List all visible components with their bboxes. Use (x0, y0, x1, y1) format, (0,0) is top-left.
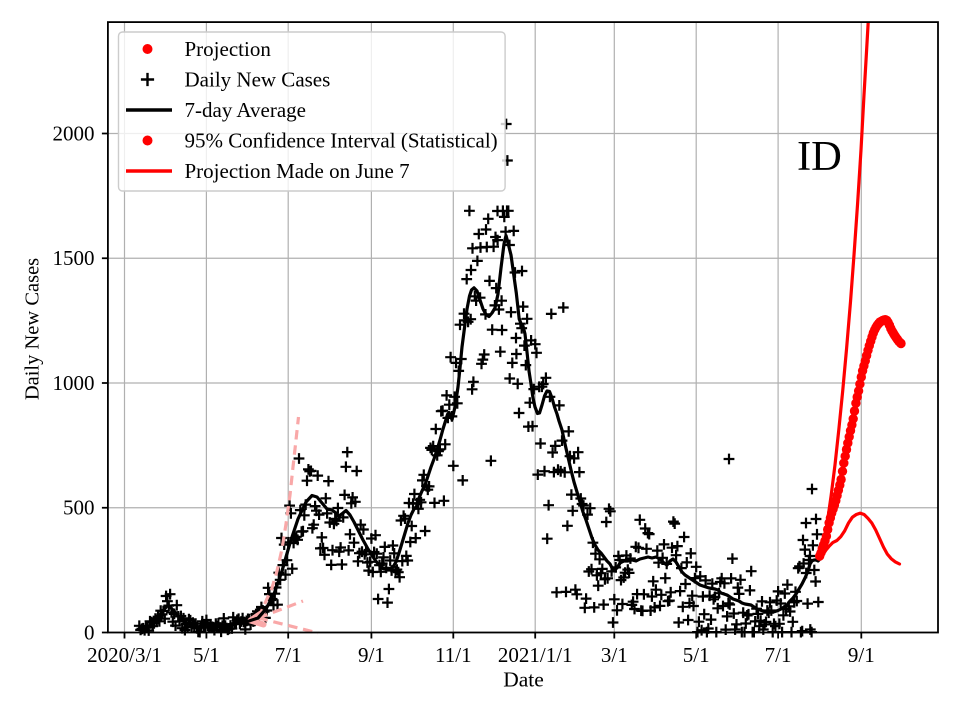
svg-text:11/1: 11/1 (435, 643, 472, 667)
svg-text:Daily New Cases: Daily New Cases (185, 68, 331, 92)
svg-text:9/1: 9/1 (358, 643, 385, 667)
svg-text:3/1: 3/1 (601, 643, 628, 667)
svg-text:5/1: 5/1 (193, 643, 220, 667)
svg-text:Date: Date (503, 668, 544, 692)
svg-text:ID: ID (797, 133, 842, 180)
svg-text:7/1: 7/1 (765, 643, 792, 667)
svg-text:7-day Average: 7-day Average (185, 98, 306, 122)
svg-text:2000: 2000 (53, 121, 95, 145)
svg-text:2020/3/1: 2020/3/1 (87, 643, 162, 667)
svg-text:1000: 1000 (53, 371, 95, 395)
svg-text:5/1: 5/1 (683, 643, 710, 667)
svg-text:95% Confidence Interval (Stati: 95% Confidence Interval (Statistical) (185, 129, 498, 153)
svg-text:1500: 1500 (53, 246, 95, 270)
svg-text:Daily New Cases: Daily New Cases (22, 258, 44, 400)
svg-text:Projection Made on June 7: Projection Made on June 7 (185, 159, 410, 183)
svg-text:7/1: 7/1 (275, 643, 302, 667)
svg-text:0: 0 (84, 620, 95, 644)
svg-text:9/1: 9/1 (848, 643, 875, 667)
svg-text:2021/1/1: 2021/1/1 (498, 643, 573, 667)
svg-text:500: 500 (63, 496, 95, 520)
svg-text:Projection: Projection (185, 37, 272, 61)
